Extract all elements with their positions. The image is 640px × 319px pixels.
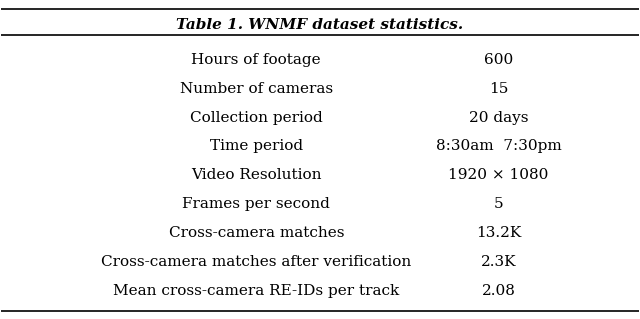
Text: Cross-camera matches after verification: Cross-camera matches after verification: [101, 255, 412, 269]
Text: 2.3K: 2.3K: [481, 255, 516, 269]
Text: 20 days: 20 days: [468, 111, 528, 125]
Text: 2.08: 2.08: [481, 284, 515, 298]
Text: Number of cameras: Number of cameras: [180, 82, 333, 96]
Text: Table 1. WNMF dataset statistics.: Table 1. WNMF dataset statistics.: [177, 18, 463, 32]
Text: Hours of footage: Hours of footage: [191, 53, 321, 67]
Text: Cross-camera matches: Cross-camera matches: [168, 226, 344, 240]
Text: Collection period: Collection period: [190, 111, 323, 125]
Text: 8:30am  7:30pm: 8:30am 7:30pm: [436, 139, 561, 153]
Text: 13.2K: 13.2K: [476, 226, 521, 240]
Text: Video Resolution: Video Resolution: [191, 168, 321, 182]
Text: 1920 × 1080: 1920 × 1080: [448, 168, 548, 182]
Text: 15: 15: [489, 82, 508, 96]
Text: Frames per second: Frames per second: [182, 197, 330, 211]
Text: 5: 5: [493, 197, 503, 211]
Text: Mean cross-camera RE-IDs per track: Mean cross-camera RE-IDs per track: [113, 284, 399, 298]
Text: 600: 600: [484, 53, 513, 67]
Text: Time period: Time period: [210, 139, 303, 153]
